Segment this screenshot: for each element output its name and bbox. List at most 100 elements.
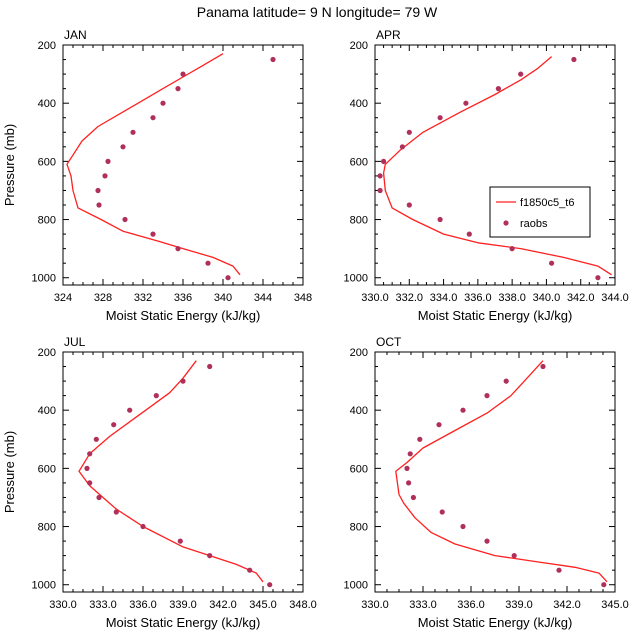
x-tick-label: 330.0 <box>361 599 389 611</box>
obs-point <box>509 246 515 252</box>
y-axis-title: Pressure (mb) <box>2 431 17 513</box>
x-axis-title: Moist Static Energy (kJ/kg) <box>106 615 261 630</box>
obs-point <box>410 494 416 501</box>
model-line <box>382 56 612 276</box>
obs-point <box>436 422 442 428</box>
obs-point <box>96 202 102 208</box>
obs-point <box>406 480 412 486</box>
x-tick-label: 342.0 <box>209 599 237 611</box>
obs-point <box>518 71 524 77</box>
obs-point <box>150 115 156 121</box>
figure-title: Panama latitude= 9 N longitude= 79 W <box>197 4 438 20</box>
obs-point <box>556 567 562 573</box>
panel-jul: JUL 330.0 333.0 336.0 339.0 342.0 345.0 348.0 20… <box>2 335 317 630</box>
x-tick-label: 342.0 <box>567 292 595 304</box>
obs-point <box>406 202 412 208</box>
y-tick-label: 800 <box>38 215 56 227</box>
obs-point <box>595 275 601 281</box>
obs-point <box>381 158 387 164</box>
y-tick-label: 200 <box>38 40 56 52</box>
y-tick-label: 1000 <box>344 580 368 592</box>
obs-point <box>207 553 213 559</box>
obs-point <box>175 246 181 252</box>
y-tick-label: 400 <box>38 405 56 417</box>
panel-title: OCT <box>376 335 402 349</box>
obs-point <box>439 509 445 515</box>
obs-point <box>111 422 117 428</box>
x-tick-label: 324 <box>54 292 72 304</box>
y-tick-label: 800 <box>350 522 368 534</box>
x-tick-label: 336 <box>174 292 192 304</box>
y-tick-label: 400 <box>38 98 56 110</box>
obs-point <box>460 407 466 413</box>
x-tick-label: 333.0 <box>89 599 117 611</box>
model-line <box>78 360 264 583</box>
obs-point <box>175 86 181 92</box>
obs-point <box>96 494 102 501</box>
obs-point <box>601 582 607 588</box>
obs-point <box>180 71 186 77</box>
obs-point <box>105 158 111 164</box>
obs-point <box>503 378 509 384</box>
plot-frame <box>374 44 616 286</box>
obs-point <box>177 538 183 544</box>
panel-title: APR <box>376 28 401 42</box>
obs-point <box>571 56 577 63</box>
panel-apr: APR 330.0 332.0 334.0 336.0 338.0 340.0 342.0 34… <box>344 28 629 323</box>
x-axis-title: Moist Static Energy (kJ/kg) <box>418 615 573 630</box>
x-tick-label: 332 <box>134 292 152 304</box>
obs-point <box>267 582 273 588</box>
obs-point <box>113 509 119 515</box>
obs-point <box>93 436 99 442</box>
y-tick-label: 600 <box>38 463 56 475</box>
panel-oct: OCT 330.0 333.0 336.0 339.0 342.0 345.0 200 400 6… <box>344 335 629 630</box>
x-tick-label: 336.0 <box>457 599 485 611</box>
obs-point <box>153 393 159 399</box>
legend-dot-swatch <box>503 220 509 226</box>
legend-obs-label: raobs <box>520 218 548 230</box>
obs-point <box>484 393 490 399</box>
obs-point <box>127 407 133 413</box>
x-tick-label: 338.0 <box>498 292 526 304</box>
obs-point <box>160 100 166 106</box>
obs-point <box>95 187 101 194</box>
obs-point <box>406 129 412 135</box>
obs-point <box>205 260 211 266</box>
obs-point <box>460 523 466 530</box>
obs-point <box>207 363 213 370</box>
y-tick-label: 400 <box>350 405 368 417</box>
panel-jan: JAN 324 328 332 336 340 344 348 200 400 600 800 1000… <box>2 28 312 323</box>
x-tick-label: 333.0 <box>409 599 437 611</box>
x-tick-label: 342.0 <box>553 599 581 611</box>
x-tick-label: 328 <box>94 292 112 304</box>
obs-point <box>511 553 517 559</box>
y-tick-label: 200 <box>350 40 368 52</box>
obs-point <box>484 538 490 544</box>
obs-point <box>377 187 383 194</box>
obs-point <box>120 144 126 150</box>
y-tick-label: 800 <box>350 215 368 227</box>
x-tick-label: 340 <box>214 292 232 304</box>
panel-title: JUL <box>64 335 86 349</box>
y-tick-label: 600 <box>350 156 368 168</box>
obs-point <box>495 86 501 92</box>
x-tick-label: 336.0 <box>464 292 492 304</box>
obs-point <box>102 173 108 179</box>
obs-point <box>437 115 443 121</box>
y-tick-label: 1000 <box>32 580 56 592</box>
obs-point <box>87 451 93 457</box>
x-tick-label: 332.0 <box>396 292 424 304</box>
x-tick-label: 330.0 <box>361 292 389 304</box>
x-tick-label: 348.0 <box>289 599 317 611</box>
obs-point <box>437 216 443 223</box>
y-tick-label: 200 <box>350 347 368 359</box>
y-tick-label: 600 <box>38 156 56 168</box>
obs-point <box>180 378 186 384</box>
x-tick-label: 345.0 <box>249 599 277 611</box>
x-tick-label: 340.0 <box>533 292 561 304</box>
x-tick-label: 345.0 <box>601 599 629 611</box>
panel-title: JAN <box>64 28 87 42</box>
x-tick-label: 344.0 <box>601 292 629 304</box>
obs-point <box>407 451 413 457</box>
